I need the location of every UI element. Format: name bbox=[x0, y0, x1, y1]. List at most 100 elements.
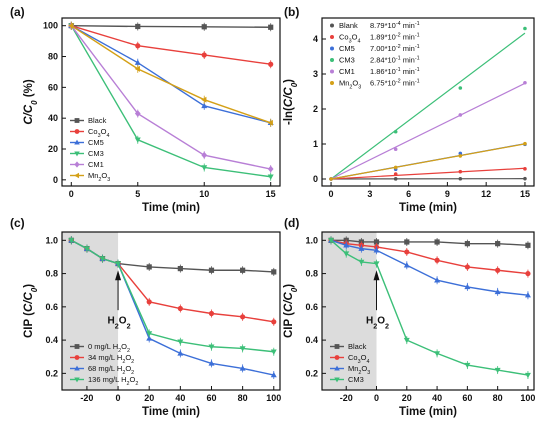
data-point bbox=[68, 238, 75, 244]
panel-label: (b) bbox=[284, 5, 299, 19]
legend-item: Mn2O3 bbox=[330, 364, 370, 376]
legend-name: 68 mg/L H2O2 bbox=[88, 364, 134, 376]
legend-name-part: 4 bbox=[106, 133, 109, 139]
legend-rate-part: -2 bbox=[396, 33, 401, 39]
legend-name: Blank bbox=[339, 21, 358, 30]
data-point bbox=[458, 169, 463, 174]
legend-name: 34 mg/L H2O2 bbox=[88, 353, 134, 365]
data-point bbox=[343, 242, 350, 248]
legend-name: Co3O4 bbox=[339, 33, 360, 45]
y-tick-label: 0 bbox=[53, 175, 58, 185]
legend-name: CM3 bbox=[339, 56, 355, 65]
legend-name-part: Co bbox=[88, 127, 98, 136]
legend-name-part: Blank bbox=[339, 21, 358, 30]
x-tick-label: 100 bbox=[520, 393, 535, 403]
h2o2-annotation: H2O2 bbox=[366, 315, 389, 330]
legend-item: 0 mg/L H2O2 bbox=[70, 342, 130, 354]
legend-name-part: 2 bbox=[131, 370, 134, 376]
legend-name-part: CM3 bbox=[88, 149, 104, 158]
data-point bbox=[393, 177, 398, 181]
data-point bbox=[240, 314, 246, 320]
legend-name-part: CM5 bbox=[88, 138, 104, 147]
x-tick-label: 0 bbox=[116, 393, 121, 403]
legend-name-part: O bbox=[361, 364, 367, 373]
series-6 bbox=[68, 21, 273, 127]
data-point bbox=[270, 371, 277, 378]
legend-marker bbox=[74, 344, 80, 349]
legend-name-part: 34 mg/L H bbox=[88, 353, 122, 362]
data-point bbox=[373, 239, 380, 245]
data-point bbox=[373, 261, 380, 267]
legend-rate-part: -1 bbox=[415, 79, 420, 85]
y-axis-label-part: -ln( bbox=[283, 107, 295, 125]
data-point bbox=[458, 86, 463, 90]
y-axis-label: C/C0 (%) bbox=[23, 79, 39, 125]
legend-name-part: CM3 bbox=[339, 56, 355, 65]
data-point bbox=[146, 331, 153, 337]
data-point bbox=[358, 259, 365, 266]
legend-marker bbox=[330, 35, 334, 39]
data-point bbox=[239, 365, 246, 371]
data-point bbox=[270, 349, 277, 355]
legend-marker bbox=[74, 377, 80, 383]
legend-rate-part: -1 bbox=[415, 56, 420, 62]
data-point bbox=[146, 299, 152, 305]
data-point bbox=[458, 113, 463, 117]
legend-item: CM1 1.86*10-1 min-1 bbox=[330, 67, 420, 76]
y-tick-label: 80 bbox=[48, 52, 58, 62]
x-tick-label: 60 bbox=[462, 393, 472, 403]
data-point bbox=[373, 247, 380, 253]
legend-item: CM1 bbox=[70, 160, 104, 169]
h2o2-annotation-part: 2 bbox=[385, 321, 389, 330]
legend-name-part: O bbox=[125, 364, 131, 373]
y-axis-label-part: ) bbox=[283, 284, 295, 288]
legend-name-part: CM5 bbox=[339, 44, 355, 53]
legend-name-part: Co bbox=[348, 353, 358, 362]
legend-rate-part: -1 bbox=[396, 56, 401, 62]
x-tick-label: 3 bbox=[367, 189, 372, 199]
series-5 bbox=[329, 80, 527, 181]
legend-name-part: 2 bbox=[127, 381, 130, 387]
dark-adsorption-shading bbox=[62, 232, 119, 390]
legend-name-part: 4 bbox=[366, 359, 369, 365]
data-point bbox=[393, 172, 398, 176]
legend-rate-part: min bbox=[401, 21, 415, 30]
legend-rate-part: 7.00*10 bbox=[370, 44, 396, 53]
data-point bbox=[464, 241, 470, 247]
legend-marker bbox=[74, 118, 80, 123]
legend-name: Mn2O3 bbox=[88, 171, 110, 183]
legend-name: Mn2O3 bbox=[339, 79, 361, 91]
data-point bbox=[240, 267, 246, 273]
y-tick-label: 1 bbox=[313, 139, 318, 149]
legend-name-part: 2 bbox=[122, 370, 125, 376]
data-point bbox=[403, 337, 410, 344]
y-tick-label: 1.0 bbox=[45, 235, 58, 245]
legend-rate-part: min bbox=[401, 67, 415, 76]
legend-rate-part: min bbox=[401, 44, 415, 53]
data-point bbox=[523, 167, 527, 171]
data-point bbox=[68, 22, 74, 29]
series-4 bbox=[68, 236, 277, 356]
legend-name: CM3 bbox=[348, 375, 364, 384]
legend-name-part: 2 bbox=[135, 381, 138, 387]
legend-name-part: 2 bbox=[131, 359, 134, 365]
y-tick-label: 0.4 bbox=[45, 335, 58, 345]
data-point bbox=[523, 80, 527, 85]
series-line bbox=[71, 25, 271, 65]
legend-name-part: 2 bbox=[98, 177, 101, 183]
legend-name: CM3 bbox=[88, 149, 104, 158]
legend-name-part: 136 mg/L H bbox=[88, 375, 127, 384]
legend-item: CM3 bbox=[70, 149, 104, 158]
legend-rate-part: -4 bbox=[396, 21, 401, 27]
y-axis-label-part: C/C bbox=[283, 292, 295, 313]
series-1 bbox=[68, 21, 274, 32]
legend-name-part: 2 bbox=[127, 348, 130, 354]
x-tick-label: 20 bbox=[402, 393, 412, 403]
legend-name-part: 2 bbox=[349, 85, 352, 91]
x-tick-label: 40 bbox=[432, 393, 442, 403]
data-point bbox=[177, 265, 183, 272]
